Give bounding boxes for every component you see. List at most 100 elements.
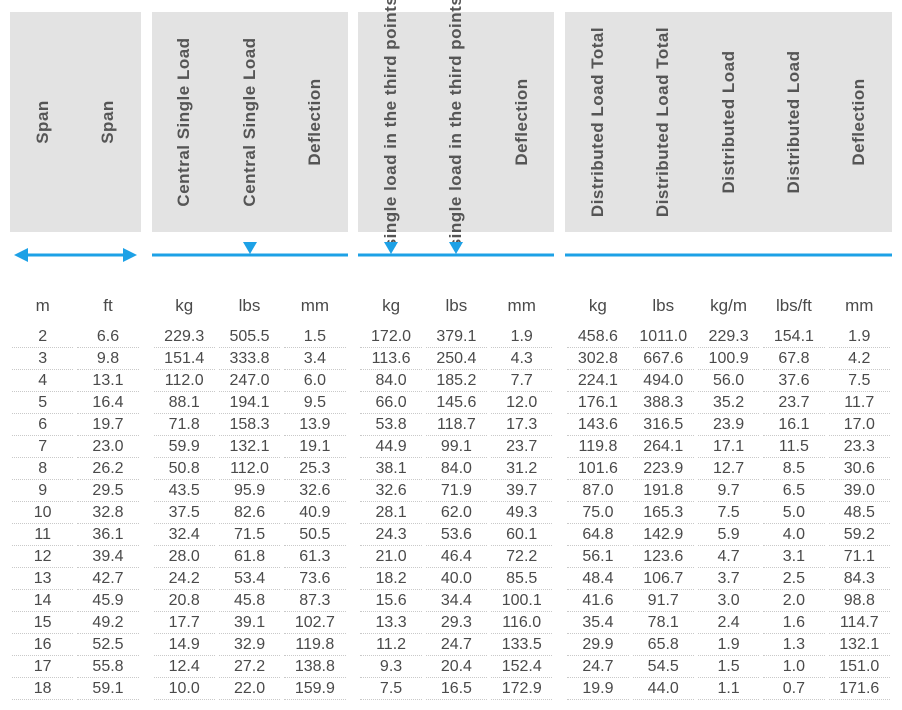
- cell: 3.7: [696, 568, 761, 590]
- cell: 62.0: [424, 502, 489, 524]
- table-row: 1652.514.932.9119.811.224.7133.529.965.8…: [10, 634, 892, 656]
- cell: 28.1: [358, 502, 423, 524]
- cell: 1.5: [696, 656, 761, 678]
- cell: 84.0: [358, 370, 423, 392]
- cell: 71.8: [152, 414, 217, 436]
- cell: 24.7: [424, 634, 489, 656]
- cell: 98.8: [827, 590, 892, 612]
- cell: 88.1: [152, 392, 217, 414]
- cell: 29.9: [565, 634, 630, 656]
- cell: 67.8: [761, 348, 826, 370]
- cell: 99.1: [424, 436, 489, 458]
- cell: 106.7: [631, 568, 696, 590]
- cell: 18.2: [358, 568, 423, 590]
- cell: 71.5: [217, 524, 282, 546]
- cell: 3.0: [696, 590, 761, 612]
- cell: 100.9: [696, 348, 761, 370]
- unit-label: mm: [282, 278, 347, 326]
- cell: 4.2: [827, 348, 892, 370]
- cell: 23.9: [696, 414, 761, 436]
- cell: 20.4: [424, 656, 489, 678]
- cell: 494.0: [631, 370, 696, 392]
- cell: 23.7: [761, 392, 826, 414]
- cell: 1.9: [827, 326, 892, 348]
- cell: 133.5: [489, 634, 554, 656]
- cell: 34.4: [424, 590, 489, 612]
- col-header: Deflection: [827, 12, 892, 232]
- cell: 44.0: [631, 678, 696, 700]
- cell: 35.2: [696, 392, 761, 414]
- cell: 38.1: [358, 458, 423, 480]
- unit-label: m: [10, 278, 75, 326]
- cell: 35.4: [565, 612, 630, 634]
- unit-label: lbs: [424, 278, 489, 326]
- cell: 112.0: [217, 458, 282, 480]
- col-header: Central Single Load: [217, 12, 282, 232]
- cell: 6.0: [282, 370, 347, 392]
- cell: 6: [10, 414, 75, 436]
- cell: 191.8: [631, 480, 696, 502]
- cell: 7.7: [489, 370, 554, 392]
- cell: 39.4: [75, 546, 140, 568]
- cell: 48.5: [827, 502, 892, 524]
- cell: 114.7: [827, 612, 892, 634]
- cell: 12.7: [696, 458, 761, 480]
- cell: 53.4: [217, 568, 282, 590]
- col-header: Span: [10, 12, 75, 232]
- cell: 172.9: [489, 678, 554, 700]
- cell: 56.1: [565, 546, 630, 568]
- cell: 39.7: [489, 480, 554, 502]
- table-row: 929.543.595.932.632.671.939.787.0191.89.…: [10, 480, 892, 502]
- table-row: 619.771.8158.313.953.8118.717.3143.6316.…: [10, 414, 892, 436]
- cell: 2.0: [761, 590, 826, 612]
- cell: 19.7: [75, 414, 140, 436]
- cell: 13.1: [75, 370, 140, 392]
- cell: 82.6: [217, 502, 282, 524]
- cell: 50.8: [152, 458, 217, 480]
- cell: 84.3: [827, 568, 892, 590]
- cell: 41.6: [565, 590, 630, 612]
- unit-label: lbs/ft: [761, 278, 826, 326]
- cell: 10.0: [152, 678, 217, 700]
- cell: 64.8: [565, 524, 630, 546]
- cell: 40.9: [282, 502, 347, 524]
- cell: 45.9: [75, 590, 140, 612]
- cell: 224.1: [565, 370, 630, 392]
- cell: 379.1: [424, 326, 489, 348]
- cell: 7.5: [696, 502, 761, 524]
- cell: 4.3: [489, 348, 554, 370]
- cell: 4: [10, 370, 75, 392]
- cell: 15: [10, 612, 75, 634]
- cell: 9.7: [696, 480, 761, 502]
- cell: 37.6: [761, 370, 826, 392]
- cell: 24.2: [152, 568, 217, 590]
- cell: 25.3: [282, 458, 347, 480]
- cell: 333.8: [217, 348, 282, 370]
- cell: 66.0: [358, 392, 423, 414]
- cell: 52.5: [75, 634, 140, 656]
- col-header: single load in the third points: [424, 12, 489, 232]
- cell: 2.4: [696, 612, 761, 634]
- cell: 31.2: [489, 458, 554, 480]
- table-row: 1032.837.582.640.928.162.049.375.0165.37…: [10, 502, 892, 524]
- cell: 12.4: [152, 656, 217, 678]
- cell: 7.5: [827, 370, 892, 392]
- table-row: 516.488.1194.19.566.0145.612.0176.1388.3…: [10, 392, 892, 414]
- cell: 53.8: [358, 414, 423, 436]
- cell: 1.5: [282, 326, 347, 348]
- cell: 151.4: [152, 348, 217, 370]
- cell: 9.3: [358, 656, 423, 678]
- cell: 59.2: [827, 524, 892, 546]
- cell: 46.4: [424, 546, 489, 568]
- cell: 112.0: [152, 370, 217, 392]
- cell: 17.7: [152, 612, 217, 634]
- cell: 56.0: [696, 370, 761, 392]
- cell: 40.0: [424, 568, 489, 590]
- cell: 3.1: [761, 546, 826, 568]
- cell: 458.6: [565, 326, 630, 348]
- cell: 264.1: [631, 436, 696, 458]
- cell: 27.2: [217, 656, 282, 678]
- cell: 1.6: [761, 612, 826, 634]
- cell: 53.6: [424, 524, 489, 546]
- cell: 19.9: [565, 678, 630, 700]
